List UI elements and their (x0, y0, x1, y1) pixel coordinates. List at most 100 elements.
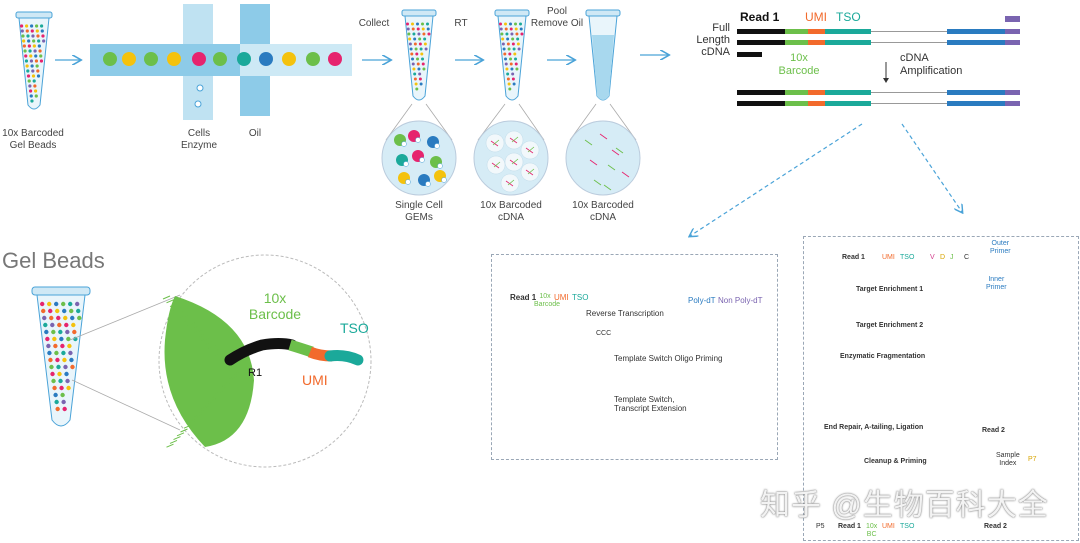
bead-dot (507, 47, 511, 51)
bead-dot (22, 44, 26, 48)
cdna-fragment (615, 147, 624, 154)
bottom-umi-label: UMI (882, 523, 895, 530)
oligo-strand (169, 303, 178, 308)
bead-dot (48, 308, 53, 314)
oligo-strand (194, 413, 202, 418)
vdj-panel (803, 236, 1079, 541)
rt-tube (494, 9, 530, 101)
bead-dot (71, 322, 76, 328)
bead-dot (413, 77, 417, 81)
oligo-strand (187, 322, 195, 327)
bead-dot (517, 47, 521, 51)
bead-dot (420, 52, 424, 56)
bead-dot (24, 59, 29, 63)
bead-dot (29, 94, 33, 98)
channel-bead (213, 52, 227, 66)
bead-dot (519, 27, 523, 31)
cdna-constructs (737, 16, 1020, 106)
oligo-strand (194, 329, 202, 334)
gel-bead-tube-large (31, 286, 91, 427)
bead-dot (76, 308, 81, 314)
bead-dot (419, 47, 423, 51)
watermark: 知乎 @生物百科大全 (760, 489, 1049, 522)
channel-bead (259, 52, 273, 66)
bead-dot (34, 59, 39, 63)
gem-oil-bubble (425, 181, 431, 187)
bead-dot (65, 329, 70, 335)
bead-dot (520, 32, 524, 36)
bead-dot (36, 74, 41, 78)
bead-dot (35, 29, 39, 33)
bead-dot (61, 301, 66, 307)
oligo-strand (229, 375, 237, 380)
bead-dot (30, 99, 34, 103)
zoom-lines (69, 294, 181, 431)
bead-dot (70, 315, 75, 321)
gem-oil-bubble (419, 157, 425, 163)
bead-dot (33, 84, 37, 88)
bead-dot (416, 57, 420, 61)
bead-dot (55, 406, 60, 412)
bead-dot (500, 32, 504, 36)
vdj-umi-label: UMI (882, 254, 895, 261)
bead-dot (413, 72, 417, 76)
bead-dot (33, 49, 37, 53)
bead-dot (30, 29, 34, 33)
cells-enzyme-label: Cells Enzyme (180, 128, 218, 151)
gel-bead (164, 296, 254, 447)
oligo-barcode (288, 339, 314, 358)
rt-droplets (485, 130, 540, 193)
gem-oil-bubble (403, 161, 409, 167)
enzymatic-fragmentation-label: Enzymatic Fragmentation (840, 353, 926, 360)
oligo-strand (173, 306, 181, 311)
oligo-strand (215, 352, 223, 357)
bead-dot (499, 22, 502, 26)
bead-dot (53, 392, 58, 398)
bead-dot (47, 350, 52, 356)
bead-dot (27, 79, 31, 83)
cdna-fragment (603, 184, 612, 191)
bead-r1-label: R1 (248, 367, 263, 379)
oligo-strand (180, 314, 188, 319)
bead-dot (504, 27, 508, 31)
umi-label: UMI (805, 10, 827, 24)
bead-dot (32, 39, 36, 43)
bead-dot (514, 22, 517, 26)
channel-bead (306, 52, 320, 66)
oil-label: Oil (248, 128, 262, 139)
bead-dot (31, 74, 36, 78)
bead-dot (42, 315, 47, 321)
bead-dot (511, 72, 515, 76)
bead-dot (411, 22, 414, 26)
bead-dot (514, 27, 518, 31)
gems-label: Single Cell GEMs (395, 200, 443, 223)
bead-dot (75, 301, 80, 307)
bead-dot (45, 336, 50, 342)
gem-oil-bubble (405, 179, 411, 185)
cdna-fragment (607, 164, 616, 171)
bead-dot (26, 74, 31, 78)
bead-dot (514, 62, 518, 66)
bead-dot (408, 42, 412, 46)
bead-dot (49, 315, 54, 321)
cdna-fragment (599, 133, 608, 140)
bead-dot (413, 42, 417, 46)
bead-dot (25, 64, 29, 68)
oligo-strand (201, 337, 209, 342)
bead-dot (506, 72, 510, 76)
bead-dot (509, 62, 513, 66)
cdna-fragment (611, 149, 620, 156)
barcode-label: 10x Barcode (778, 52, 820, 77)
cdna-strand (511, 136, 519, 143)
bead-dot (418, 37, 422, 41)
bead-dot (52, 385, 57, 391)
bead-dot (406, 27, 410, 31)
bead-dot (503, 52, 507, 56)
oligo-strand (176, 310, 185, 315)
bead-dot (414, 47, 418, 51)
bead-dot (417, 67, 421, 71)
bead-dot (43, 322, 48, 328)
bead-dot (48, 357, 53, 363)
bead-dot (46, 343, 51, 349)
bead-dot (426, 22, 429, 26)
